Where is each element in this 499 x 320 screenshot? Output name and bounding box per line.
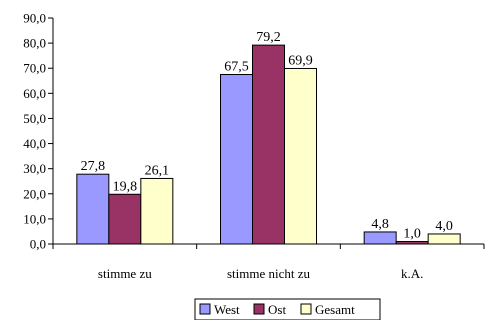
bar-west-1 (220, 74, 253, 245)
legend-label-gesamt: Gesamt (315, 302, 355, 317)
y-tick-label: 10,0 (23, 211, 46, 226)
data-label-west-1: 67,5 (224, 60, 249, 75)
bars (76, 44, 461, 245)
data-label-ost-0: 19,8 (113, 179, 138, 194)
data-label-west-0: 27,8 (81, 159, 106, 174)
legend-box (194, 298, 381, 320)
y-ticks: 0,0 10,0 20,0 30,0 40,0 50,0 60,0 70,0 80,0 90,0 (23, 11, 53, 252)
y-tick-label: 20,0 (23, 186, 46, 201)
y-tick-label: 50,0 (23, 111, 46, 126)
y-tick-label: 0,0 (30, 237, 46, 252)
legend: West Ost Gesamt (194, 298, 381, 320)
category-label: stimme zu (98, 266, 152, 281)
data-label-gesamt-1: 69,9 (288, 53, 313, 68)
y-tick-label: 80,0 (23, 36, 46, 51)
data-label-ost-1: 79,2 (256, 30, 281, 45)
bar-west-2 (363, 231, 397, 245)
legend-label-west: West (214, 302, 240, 317)
y-tick-label: 70,0 (23, 61, 46, 76)
bar-gesamt-0 (140, 177, 174, 245)
y-tick-label: 30,0 (23, 161, 46, 176)
bar-ost-0 (108, 193, 142, 245)
y-tick-label: 40,0 (23, 136, 46, 151)
legend-swatch-west (199, 303, 211, 315)
plot-area: 0,010,020,030,040,050,060,070,080,090,0 … (23, 11, 485, 281)
data-labels: 27,8 19,8 26,1 67,5 79,2 69,9 4,8 1,0 4,0 (81, 30, 453, 241)
legend-swatch-gesamt (300, 303, 312, 315)
data-label-west-2: 4,8 (371, 217, 389, 232)
bar-gesamt-1 (284, 67, 317, 245)
legend-items: West Ost Gesamt (199, 302, 355, 317)
x-ticks (52, 244, 485, 249)
legend-swatch-ost (253, 303, 265, 315)
y-tick-label: 60,0 (23, 86, 46, 101)
category-labels: stimme zu stimme nicht zu k.A. (98, 266, 423, 281)
legend-label-ost: Ost (268, 302, 286, 317)
data-label-ost-2: 1,0 (403, 226, 421, 241)
category-label: k.A. (401, 266, 423, 281)
bar-gesamt-2 (427, 233, 461, 245)
category-label: stimme nicht zu (227, 266, 311, 281)
data-label-gesamt-0: 26,1 (145, 163, 170, 178)
bar-ost-1 (252, 44, 285, 245)
data-label-gesamt-2: 4,0 (435, 219, 453, 234)
y-tick-label: 90,0 (23, 11, 46, 26)
bar-ost-2 (395, 240, 429, 245)
bar-west-0 (76, 173, 110, 245)
